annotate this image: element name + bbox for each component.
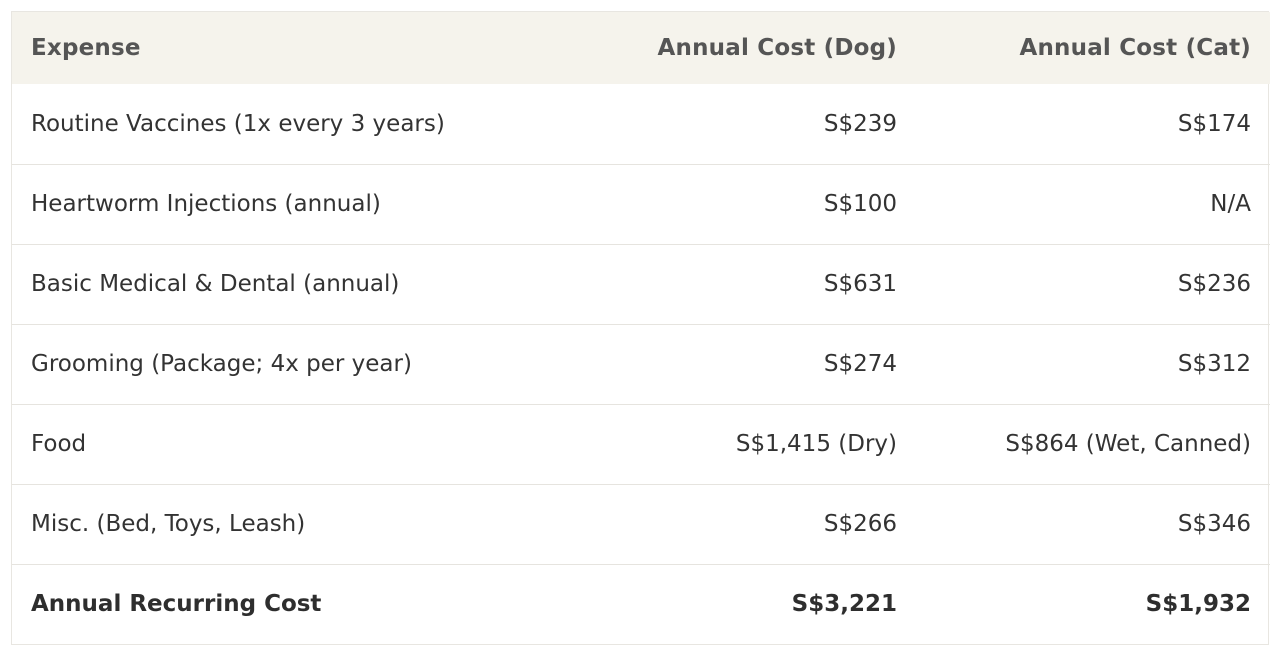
column-header-cat-cost: Annual Cost (Cat) [1019,35,1251,61]
total-label: Annual Recurring Cost [31,591,322,618]
table-row: Routine Vaccines (1x every 3 years) S$23… [12,84,1270,164]
cat-cost-cell: S$346 [1177,511,1251,537]
expense-cell: Heartworm Injections (annual) [31,191,381,217]
expense-table: Expense Annual Cost (Dog) Annual Cost (C… [12,12,1270,644]
table-row: Basic Medical & Dental (annual) S$631 S$… [12,244,1270,324]
cat-cost-cell: S$864 (Wet, Canned) [1005,431,1251,457]
dog-cost-cell: S$631 [823,271,897,297]
cat-cost-cell: S$312 [1177,351,1251,377]
dog-cost-cell: S$100 [823,191,897,217]
expense-cell: Misc. (Bed, Toys, Leash) [31,511,306,537]
total-dog-cost: S$3,221 [791,591,897,618]
dog-cost-cell: S$239 [823,110,897,137]
expense-table-container: Expense Annual Cost (Dog) Annual Cost (C… [11,11,1270,645]
table-header-row: Expense Annual Cost (Dog) Annual Cost (C… [12,12,1270,84]
cat-cost-cell: N/A [1210,191,1251,217]
column-header-dog-cost: Annual Cost (Dog) [657,35,897,61]
expense-cell: Food [31,431,87,457]
total-cat-cost: S$1,932 [1145,591,1251,618]
table-row: Heartworm Injections (annual) S$100 N/A [12,164,1270,244]
expense-cell: Grooming (Package; 4x per year) [31,351,412,377]
expense-cell: Routine Vaccines (1x every 3 years) [31,110,445,137]
cat-cost-cell: S$174 [1177,110,1251,137]
total-row: Annual Recurring Cost S$3,221 S$1,932 [12,564,1270,644]
dog-cost-cell: S$266 [823,511,897,537]
cat-cost-cell: S$236 [1177,271,1251,297]
table-row: Grooming (Package; 4x per year) S$274 S$… [12,324,1270,404]
dog-cost-cell: S$1,415 (Dry) [735,431,897,457]
expense-cell: Basic Medical & Dental (annual) [31,271,400,297]
table-row: Food S$1,415 (Dry) S$864 (Wet, Canned) [12,404,1270,484]
column-header-expense: Expense [31,35,141,61]
dog-cost-cell: S$274 [823,351,897,377]
table-row: Misc. (Bed, Toys, Leash) S$266 S$346 [12,484,1270,564]
